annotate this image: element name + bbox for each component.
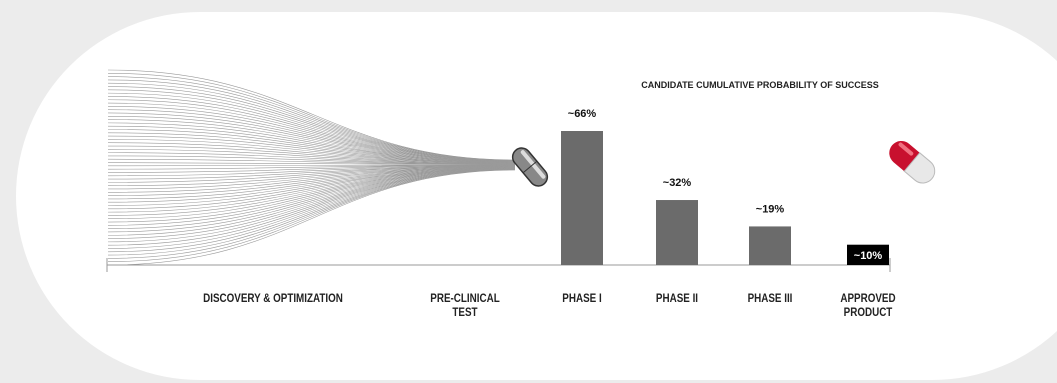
funnel-line — [107, 167, 516, 226]
funnel-line — [107, 125, 516, 164]
funnel-line — [107, 119, 516, 163]
funnel-line — [107, 169, 516, 256]
funnel-line — [107, 142, 516, 165]
category-label: PHASE I — [562, 291, 602, 305]
funnel-line — [107, 109, 516, 163]
capsule-silver — [511, 147, 549, 187]
funnel-line — [107, 166, 516, 210]
funnel-line — [107, 169, 516, 259]
funnel-line — [107, 168, 516, 243]
funnel-line — [107, 106, 516, 163]
funnel-line — [107, 166, 516, 206]
funnel-line — [107, 168, 516, 249]
funnel-line — [107, 166, 516, 200]
funnel-line — [107, 122, 516, 164]
funnel-line — [107, 129, 516, 164]
funnel-line — [107, 168, 516, 239]
funnel — [107, 69, 516, 266]
funnel-line — [107, 164, 516, 173]
bar — [561, 131, 603, 265]
funnel-line — [107, 135, 516, 164]
capsule-red — [889, 141, 936, 184]
value-label: ~10% — [854, 250, 883, 262]
funnel-line — [107, 165, 516, 177]
bar — [847, 244, 889, 265]
funnel-line — [107, 165, 516, 180]
funnel-line — [107, 139, 516, 164]
bar — [749, 226, 791, 265]
funnel-line — [107, 168, 516, 236]
background-pill — [16, 12, 1057, 380]
funnel-line — [107, 167, 516, 223]
funnel-line — [107, 132, 516, 164]
funnel-line — [107, 162, 516, 166]
bar — [656, 200, 698, 265]
funnel-line — [107, 169, 516, 266]
funnel-line — [107, 167, 516, 216]
value-label: ~32% — [663, 177, 692, 189]
funnel-line — [107, 164, 516, 170]
funnel-line — [107, 166, 516, 203]
category-label: PRE-CLINICAL TEST — [430, 291, 500, 319]
funnel-line — [107, 166, 516, 196]
funnel-line — [107, 167, 516, 229]
funnel-line — [107, 167, 516, 220]
funnel-line — [107, 165, 516, 186]
funnel-line — [107, 169, 516, 253]
value-label: ~66% — [568, 108, 597, 120]
funnel-line — [107, 164, 516, 167]
funnel-line — [107, 165, 516, 193]
funnel-line — [107, 169, 516, 262]
funnel-line — [107, 165, 516, 190]
funnel-line — [107, 168, 516, 233]
funnel-line — [107, 145, 516, 165]
funnel-line — [107, 166, 516, 213]
value-label: ~19% — [756, 203, 785, 215]
category-label: APPROVED PRODUCT — [840, 291, 896, 319]
category-label: DISCOVERY & OPTIMIZATION — [203, 291, 343, 305]
funnel-line — [107, 112, 516, 163]
category-label: PHASE III — [747, 291, 793, 305]
funnel-line — [107, 115, 516, 163]
chart-title: CANDIDATE CUMULATIVE PROBABILITY OF SUCC… — [641, 80, 879, 90]
funnel-line — [107, 165, 516, 183]
funnel-line — [107, 168, 516, 246]
funnel-line — [107, 149, 516, 165]
category-label: PHASE II — [655, 291, 699, 305]
